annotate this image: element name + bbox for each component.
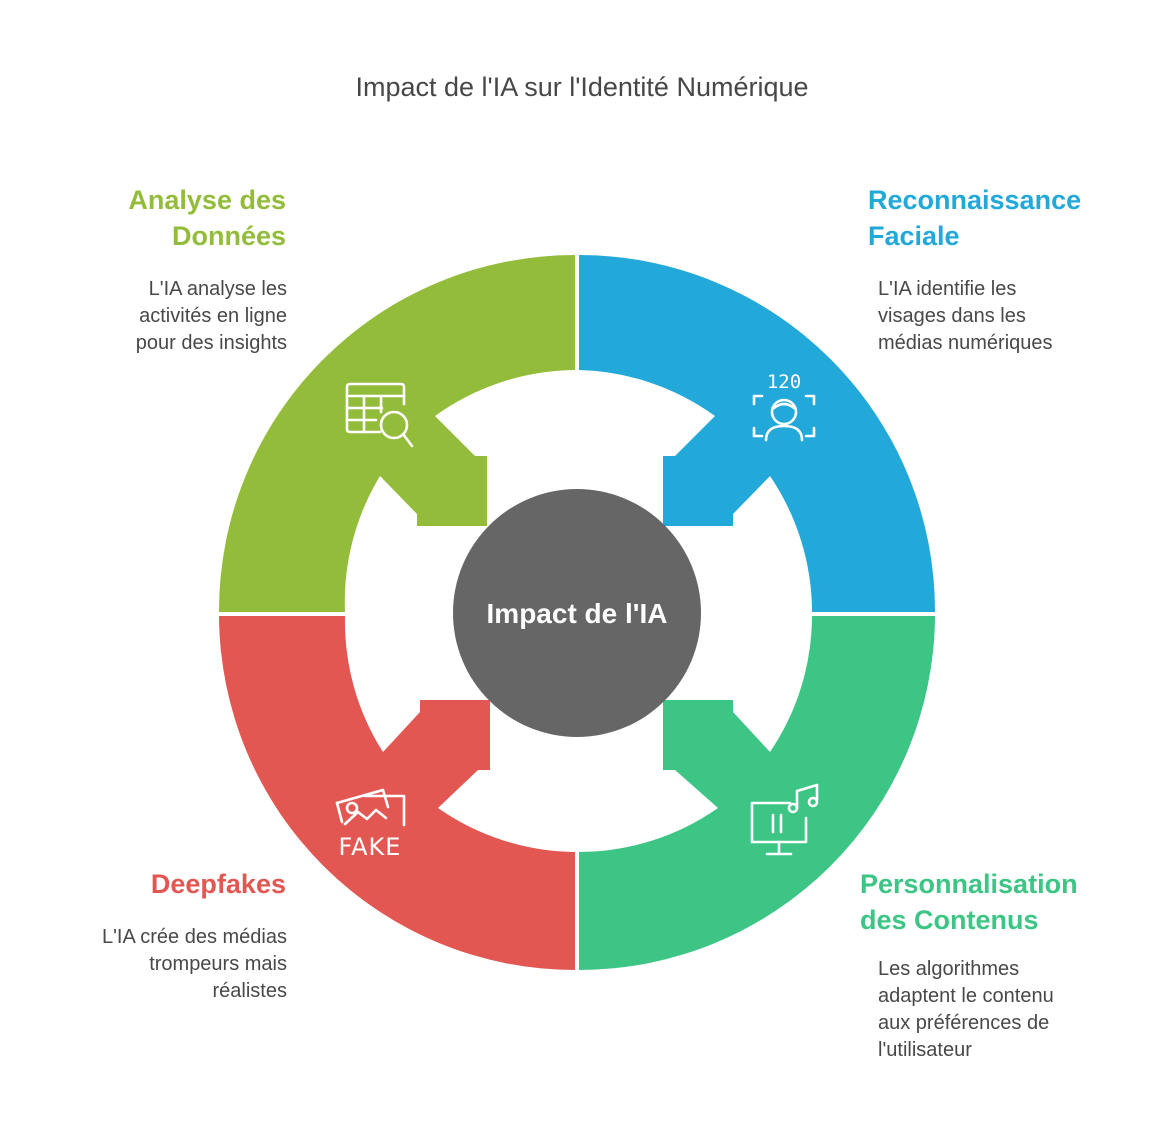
center-circle bbox=[453, 489, 701, 737]
diagram-title: Impact de l'IA sur l'Identité Numérique bbox=[355, 72, 809, 102]
section-title-deepfakes: Deepfakes bbox=[150, 869, 286, 899]
section-title-facial-recognition: Reconnaissance Faciale bbox=[868, 185, 1082, 251]
section-description-content-personalization: Les algorithmes adaptent le contenu aux … bbox=[878, 958, 1054, 1061]
section-description-data-analysis: L'IA analyse les activités en ligne pour… bbox=[135, 278, 287, 354]
segment-data-analysis bbox=[218, 255, 575, 612]
fake-image-icon-text: FAKE bbox=[339, 833, 402, 861]
segment-deepfakes bbox=[219, 616, 575, 970]
face-scan-icon: 120 bbox=[752, 371, 816, 442]
section-title-content-personalization: Personnalisation des Contenus bbox=[860, 869, 1078, 935]
monitor-music-icon bbox=[750, 783, 819, 856]
center-label: Impact de l'IA bbox=[487, 598, 668, 629]
face-scan-icon-text: 120 bbox=[767, 371, 801, 393]
section-description-deepfakes: L'IA crée des médias trompeurs mais réal… bbox=[101, 926, 287, 1002]
section-title-data-analysis: Analyse des Données bbox=[128, 185, 286, 251]
table-search-icon bbox=[345, 382, 414, 448]
segment-content-personalization bbox=[579, 616, 935, 970]
section-description-facial-recognition: L'IA identifie les visages dans les médi… bbox=[878, 278, 1053, 354]
segment-facial-recognition bbox=[579, 255, 936, 612]
fake-image-icon: FAKE bbox=[335, 788, 406, 861]
